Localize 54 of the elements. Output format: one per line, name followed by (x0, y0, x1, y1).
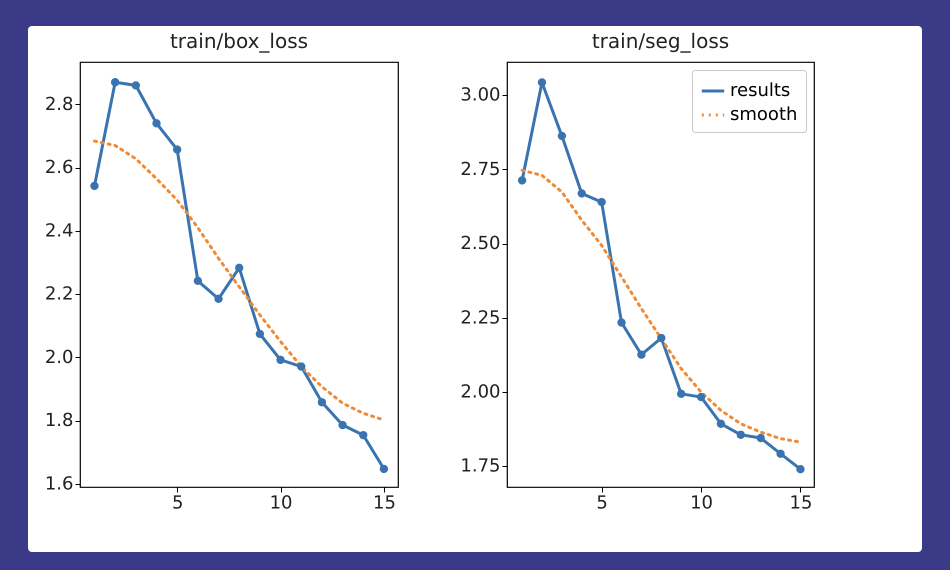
chart-title: train/box_loss (170, 29, 308, 53)
y-tick-label: 2.75 (460, 158, 500, 180)
legend-label: results (730, 80, 790, 101)
y-tick-label: 2.6 (44, 157, 74, 178)
point (338, 420, 347, 430)
point (676, 390, 686, 398)
point (637, 350, 646, 359)
point (716, 420, 726, 428)
point (235, 264, 244, 272)
point (776, 450, 785, 458)
point (297, 362, 306, 371)
point (256, 330, 264, 338)
y-tick-label: 3.00 (460, 84, 500, 106)
point (380, 464, 388, 474)
point (696, 392, 706, 402)
y-tick-label: 2.0 (44, 346, 74, 368)
point (318, 398, 326, 406)
line-series (520, 168, 802, 444)
chart-title: train/seg_loss (592, 29, 730, 53)
x-tick-label: 5 (172, 492, 184, 514)
point (736, 430, 746, 439)
legend-label: smooth (730, 104, 798, 125)
point (172, 145, 182, 154)
point (194, 276, 202, 285)
point (558, 132, 566, 140)
point (796, 465, 805, 474)
y-tick-label: 1.8 (44, 410, 74, 432)
x-tick-label: 10 (270, 492, 293, 514)
point (657, 334, 666, 342)
y-tick-label: 2.8 (44, 94, 74, 115)
y-tick-label: 2.25 (460, 307, 500, 328)
y-tick-label: 2.50 (460, 233, 500, 254)
x-tick-label: 15 (790, 492, 812, 514)
y-tick-label: 2.2 (44, 284, 74, 305)
point (538, 78, 546, 87)
point (90, 182, 99, 190)
x-tick-label: 10 (690, 492, 714, 514)
x-tick-label: 15 (372, 492, 396, 514)
point (756, 434, 765, 442)
y-tick-label: 2.4 (44, 220, 74, 242)
y-tick-label: 1.75 (460, 456, 500, 477)
x-tick-label: 5 (596, 492, 608, 514)
y-tick-label: 1.6 (44, 473, 74, 494)
point (597, 198, 606, 206)
point (359, 430, 368, 440)
y-tick-label: 2.00 (460, 382, 500, 403)
point (578, 189, 586, 198)
point (132, 81, 140, 90)
point (214, 294, 223, 304)
point (152, 119, 161, 128)
point (617, 318, 626, 327)
point (110, 78, 120, 86)
point (276, 356, 285, 364)
point (518, 176, 526, 185)
